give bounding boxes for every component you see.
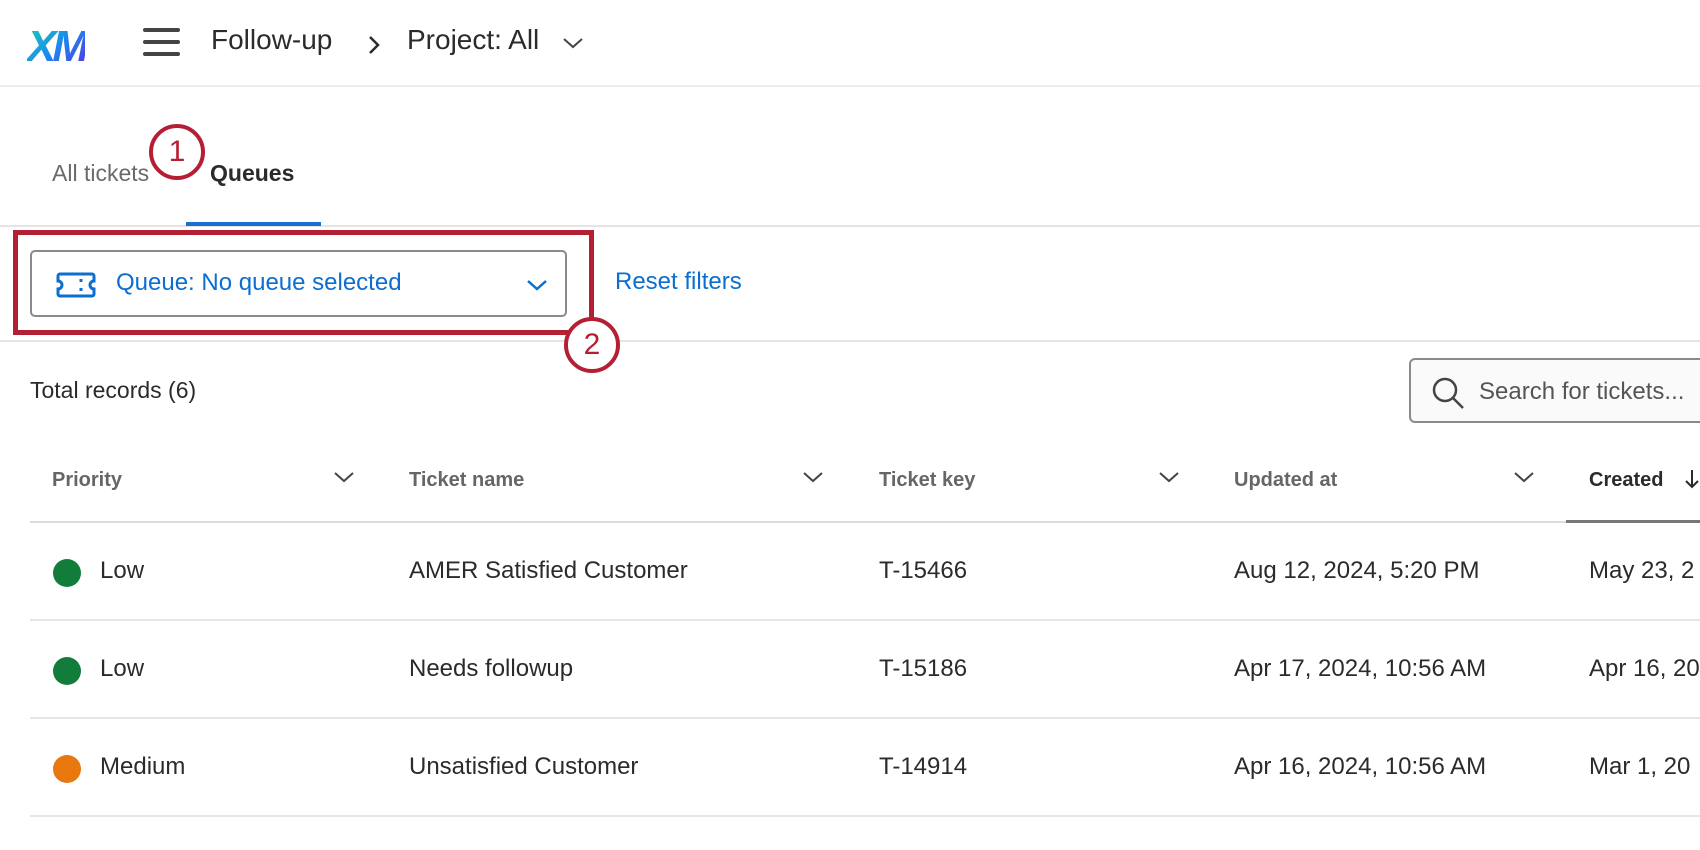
- ticket-name-cell[interactable]: Needs followup: [409, 655, 574, 682]
- column-header-created[interactable]: Created: [1589, 469, 1664, 491]
- priority-cell: Low: [100, 655, 145, 682]
- updated-at-cell: Apr 17, 2024, 10:56 AM: [1234, 655, 1487, 682]
- queue-dropdown[interactable]: Queue: No queue selected: [30, 250, 567, 317]
- project-selector[interactable]: Project: All: [407, 24, 540, 55]
- menu-bar: [143, 52, 180, 56]
- chevron-down-icon[interactable]: [333, 470, 355, 484]
- table-row[interactable]: Low AMER Satisfied Customer T-15466 Aug …: [30, 523, 1700, 621]
- created-cell: May 23, 2: [1589, 557, 1695, 584]
- queue-dropdown-label: Queue: No queue selected: [116, 269, 402, 296]
- tab-queues[interactable]: Queues: [210, 160, 295, 186]
- xm-logo[interactable]: XM: [27, 22, 89, 71]
- total-records: Total records (6): [30, 377, 197, 403]
- column-header-priority[interactable]: Priority: [52, 469, 123, 491]
- priority-cell: Low: [100, 557, 145, 584]
- updated-at-cell: Apr 16, 2024, 10:56 AM: [1234, 753, 1487, 780]
- tab-all-tickets[interactable]: All tickets: [52, 160, 150, 186]
- reset-filters-link[interactable]: Reset filters: [615, 268, 742, 295]
- search-input[interactable]: Search for tickets...: [1409, 358, 1700, 423]
- priority-dot: [53, 755, 81, 783]
- ticket-icon: [56, 272, 96, 298]
- priority-cell: Medium: [100, 753, 186, 780]
- breadcrumb-follow-up[interactable]: Follow-up: [211, 24, 333, 55]
- annotation-highlight-box: [13, 230, 594, 335]
- annotation-marker-1: 1: [149, 124, 205, 180]
- search-placeholder: Search for tickets...: [1479, 378, 1685, 405]
- menu-icon[interactable]: [143, 26, 183, 58]
- table-row[interactable]: Low Needs followup T-15186 Apr 17, 2024,…: [30, 621, 1700, 719]
- priority-dot: [53, 657, 81, 685]
- active-tab-indicator: [186, 222, 321, 226]
- filters-divider: [0, 340, 1700, 342]
- chevron-down-icon[interactable]: [802, 470, 824, 484]
- created-cell: Apr 16, 20: [1589, 655, 1700, 682]
- column-header-ticket-name[interactable]: Ticket name: [409, 469, 525, 491]
- ticket-key-cell: T-15186: [879, 655, 968, 682]
- sorted-column-indicator: [1566, 520, 1700, 523]
- chevron-down-icon[interactable]: [1158, 470, 1180, 484]
- column-header-ticket-key[interactable]: Ticket key: [879, 469, 976, 491]
- menu-bar: [143, 40, 180, 44]
- column-header-updated-at[interactable]: Updated at: [1234, 469, 1338, 491]
- created-cell: Mar 1, 20: [1589, 753, 1691, 780]
- table-row[interactable]: Medium Unsatisfied Customer T-14914 Apr …: [30, 719, 1700, 817]
- ticket-key-cell: T-15466: [879, 557, 968, 584]
- updated-at-cell: Aug 12, 2024, 5:20 PM: [1234, 557, 1480, 584]
- chevron-down-icon[interactable]: [1513, 470, 1535, 484]
- chevron-down-icon: [527, 280, 547, 291]
- chevron-right-icon: [369, 36, 380, 54]
- header-divider: [30, 521, 1700, 523]
- sort-descending-icon[interactable]: [1684, 468, 1700, 490]
- ticket-key-cell: T-14914: [879, 753, 968, 780]
- priority-dot: [53, 559, 81, 587]
- top-bar: XM Follow-up Project: All: [0, 0, 1700, 87]
- menu-bar: [143, 28, 180, 32]
- annotation-marker-2: 2: [564, 317, 620, 373]
- ticket-name-cell[interactable]: Unsatisfied Customer: [409, 753, 639, 780]
- tabs-divider: [0, 225, 1700, 227]
- chevron-down-icon[interactable]: [562, 36, 584, 50]
- search-icon: [1432, 377, 1464, 409]
- ticket-name-cell[interactable]: AMER Satisfied Customer: [409, 557, 688, 584]
